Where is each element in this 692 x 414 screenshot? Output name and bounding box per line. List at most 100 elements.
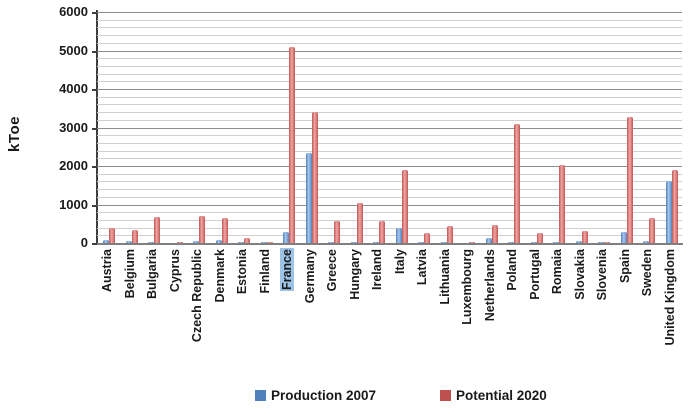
major-gridline-3000	[97, 127, 682, 129]
x-label-text: Slovenia	[595, 249, 610, 301]
minor-gridline-4400	[97, 73, 682, 75]
x-category-label-finland: Finland	[258, 248, 273, 356]
x-category-label-denmark: Denmark	[213, 248, 228, 356]
minor-gridline-1400	[97, 189, 682, 191]
minor-gridline-4200	[97, 81, 682, 83]
x-label-text: Italy	[392, 249, 407, 275]
legend-label-potential-2020: Potential 2020	[456, 387, 547, 403]
bar-potential-2020-italy	[401, 169, 408, 243]
x-label-text: Hungary	[347, 249, 362, 300]
minor-gridline-5800	[97, 19, 682, 21]
bar-potential-2020-sweden	[649, 218, 656, 243]
y-tick-label-3000: 3000	[59, 119, 88, 135]
x-label-text: Sweden	[640, 249, 655, 297]
x-category-label-czech-republic: Czech Republic	[190, 248, 205, 356]
bar-production-2007-bulgaria	[148, 242, 155, 243]
x-label-text: Austria	[100, 249, 115, 293]
bar-potential-2020-romaia	[559, 165, 566, 243]
bar-production-2007-estonia	[238, 242, 245, 243]
bar-production-2007-ireland	[373, 241, 380, 243]
bar-potential-2020-denmark	[221, 217, 228, 243]
minor-gridline-2800	[97, 135, 682, 137]
bar-production-2007-czech-republic	[193, 241, 200, 243]
x-category-label-hungary: Hungary	[348, 248, 363, 356]
bar-potential-2020-netherlands	[491, 224, 498, 243]
bar-potential-2020-france	[289, 46, 296, 243]
x-category-label-luxembourg: Luxembourg	[460, 248, 475, 356]
x-label-text: Czech Republic	[190, 249, 205, 343]
bar-production-2007-austria	[103, 239, 110, 243]
x-category-label-romaia: Romaia	[550, 248, 565, 356]
y-tick-label-1000: 1000	[59, 196, 88, 212]
x-label-text: Slovakia	[572, 249, 587, 300]
bar-production-2007-belgium	[125, 240, 132, 243]
legend-swatch-potential-2020	[440, 389, 451, 401]
x-category-label-sweden: Sweden	[640, 248, 655, 356]
y-tick-label-4000: 4000	[59, 81, 88, 96]
major-gridline-4000	[97, 89, 682, 90]
minor-gridline-2200	[97, 158, 682, 160]
bar-potential-2020-luxembourg	[469, 242, 476, 243]
x-category-label-poland: Poland	[505, 248, 520, 356]
x-category-label-lithuania: Lithuania	[438, 248, 453, 356]
major-gridline-6000	[97, 12, 682, 13]
x-category-label-bulgaria: Bulgaria	[145, 248, 160, 356]
bar-production-2007-finland	[260, 242, 267, 243]
x-label-text: Luxembourg	[460, 249, 475, 325]
x-category-label-estonia: Estonia	[235, 248, 250, 356]
bar-potential-2020-slovenia	[604, 242, 611, 243]
bar-potential-2020-united-kingdom	[671, 170, 678, 243]
bar-potential-2020-czech-republic	[199, 216, 206, 243]
x-category-label-france: France	[280, 248, 295, 356]
y-tick-label-2000: 2000	[59, 158, 88, 173]
bar-potential-2020-germany	[311, 112, 318, 243]
x-label-text: Cyprus	[167, 249, 182, 293]
bar-production-2007-netherlands	[485, 238, 492, 243]
x-category-label-italy: Italy	[393, 248, 408, 356]
bar-potential-2020-poland	[514, 123, 521, 243]
major-gridline-1000	[97, 204, 682, 206]
x-category-label-slovakia: Slovakia	[573, 248, 588, 356]
bar-production-2007-slovakia	[575, 241, 582, 243]
major-gridline-2000	[97, 166, 682, 167]
minor-gridline-5400	[97, 35, 682, 37]
x-label-text: Estonia	[235, 249, 250, 295]
minor-gridline-200	[97, 235, 682, 237]
bar-production-2007-spain	[620, 231, 627, 243]
x-category-label-cyprus: Cyprus	[168, 248, 183, 356]
major-gridline-5000	[97, 50, 682, 52]
x-category-label-germany: Germany	[303, 248, 318, 356]
bar-potential-2020-cyprus	[176, 242, 183, 243]
x-label-text: Germany	[302, 249, 317, 304]
x-category-label-latvia: Latvia	[415, 248, 430, 356]
x-label-text: Ireland	[370, 249, 385, 290]
minor-gridline-4600	[97, 65, 682, 67]
x-category-label-slovenia: Slovenia	[595, 248, 610, 356]
y-tick-mark-5000	[92, 50, 97, 53]
bar-production-2007-denmark	[215, 240, 222, 243]
bar-potential-2020-greece	[334, 221, 341, 243]
x-label-text: Portugal	[527, 249, 542, 300]
bar-potential-2020-latvia	[424, 233, 431, 243]
bar-potential-2020-hungary	[356, 202, 363, 243]
y-tick-label-5000: 5000	[59, 42, 88, 58]
x-category-label-austria: Austria	[100, 248, 115, 356]
x-label-text: Poland	[505, 249, 520, 291]
minor-gridline-5200	[97, 42, 682, 44]
minor-gridline-600	[97, 219, 682, 221]
bar-production-2007-greece	[328, 242, 335, 243]
minor-gridline-4800	[97, 58, 682, 60]
bar-potential-2020-finland	[266, 241, 273, 243]
x-label-text: Lithuania	[437, 249, 452, 305]
legend-item-potential-2020: Potential 2020	[440, 386, 547, 404]
bar-production-2007-italy	[395, 227, 402, 243]
y-tick-label-6000: 6000	[59, 4, 88, 19]
minor-gridline-2400	[97, 150, 682, 152]
bar-potential-2020-spain	[626, 117, 633, 243]
y-tick-mark-4000	[92, 89, 97, 91]
minor-gridline-3800	[97, 96, 682, 98]
y-axis-title: kToe	[5, 116, 23, 152]
x-category-label-spain: Spain	[618, 248, 633, 356]
bar-production-2007-latvia	[418, 242, 425, 243]
